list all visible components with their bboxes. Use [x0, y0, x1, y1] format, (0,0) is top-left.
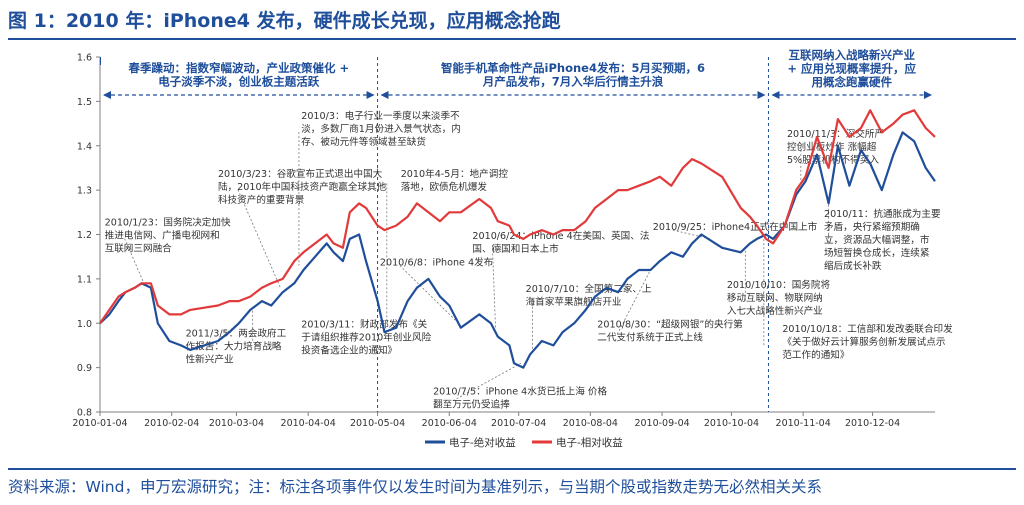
footer-rule — [8, 468, 1016, 470]
phase-label: 月产品发布，7月入华后行情主升浪 — [482, 75, 664, 89]
annotation-text: 2010/7/5：iPhone 4水货已抵上海 价格 — [433, 385, 607, 397]
annotation-text: 2010/10/10：国务院将 — [727, 279, 831, 291]
annotation-text: 2010/3：电子行业一季度以来淡季不 — [301, 110, 460, 122]
annotation-text: 2010/6/8：iPhone 4发布 — [380, 257, 494, 269]
annotation-text: 《关于做好云计算服务创新发展试点示 — [782, 336, 945, 348]
y-tick-label: 1.6 — [77, 53, 92, 64]
y-tick-label: 0.8 — [77, 408, 92, 419]
annotation-text: 2010年4-5月：地产调控 — [401, 168, 509, 180]
title-rule — [8, 38, 1016, 40]
phase-label: + 应用兑现概率提升，应 — [787, 62, 916, 76]
phase-layer: 春季躁动：指数窄幅波动，产业政策催化 +电子淡季不淡，创业板主题活跃 智能手机革命… — [100, 48, 932, 412]
x-tick-label: 2010-04-04 — [281, 418, 336, 429]
annotation-text: 移动互联网、物联网纳 — [727, 292, 823, 304]
annotation-text: 2010/9/25：iPhone4正式在中国上市 — [653, 221, 818, 233]
x-tick-label: 2010-10-04 — [704, 418, 759, 429]
annotation-text: 存、被动元件等领域甚至缺货 — [301, 136, 426, 148]
annotation-text: 陆，2010年中国科技资产跑赢全球其他 — [218, 181, 387, 193]
x-tick-label: 2010-05-04 — [350, 418, 405, 429]
annotation-text: 矛盾，央行紧缩预期确 — [824, 221, 920, 233]
annotation-leader — [616, 269, 651, 335]
x-tick-label: 2010-08-04 — [563, 418, 618, 429]
annotation-text: 翻至万元仍受追捧 — [433, 398, 510, 410]
chart: 0.8 0.9 1.0 1.1 1.2 1.3 1.4 1.5 1.6 2010-01-04 201… — [72, 48, 954, 449]
phase-label: 春季躁动：指数窄幅波动，产业政策催化 + — [128, 61, 349, 75]
annotation-leader — [452, 362, 522, 402]
phase-label: 用概念跑赢硬件 — [810, 75, 892, 89]
phase-label: 智能手机革命性产品iPhone4发布：5月买预期，6 — [441, 61, 705, 75]
series-line — [99, 109, 936, 324]
phase-label: 互联网纳入战略新兴产业 — [788, 48, 915, 62]
y-tick-label: 1.2 — [77, 230, 92, 241]
annotation-text: 2010/11：抗通胀成为主要 — [824, 208, 941, 220]
annotation-text: 于请组织推荐2010年创业风险 — [301, 332, 431, 344]
annotation-text: 2010/1/23：国务院决定加快 — [105, 217, 231, 229]
annotation-text: 2010/6/24：iPhone 4在美国、英国、法 — [472, 230, 649, 242]
annotation-text: 场短暂换仓成长，连续紧 — [824, 247, 930, 259]
legend-label: 电子-相对收益 — [556, 436, 623, 449]
annotation-text: 投资备选企业的通知》 — [301, 345, 397, 357]
chart-axes: 0.8 0.9 1.0 1.1 1.2 1.3 1.4 1.5 1.6 2010-01-04 201… — [72, 53, 935, 429]
annotation-text: 二代支付系统于正式上线 — [597, 332, 703, 344]
annotation-text: 海首家苹果旗舰店开业 — [526, 296, 622, 308]
source-note: 资料来源：Wind，申万宏源研究；注：标注各项事件仅以发生时间为基准列示，与当期… — [8, 478, 822, 496]
x-tick-label: 2010-03-04 — [209, 418, 264, 429]
annotation-text: 落地，欧债危机爆发 — [401, 181, 488, 193]
annotation-text: 2010/10/18：工信部和发改委联合印发 — [782, 323, 953, 335]
figure-title: 图 1：2010 年：iPhone4 发布，硬件成长兑现，应用概念抢跑 — [8, 10, 561, 32]
y-tick-label: 1.1 — [77, 274, 92, 285]
annotation-text: 2010/3/11：财政部发布《关 — [301, 319, 427, 331]
annotation-text: 科技资产的重要背景 — [218, 194, 305, 206]
annotation-leader — [491, 245, 496, 328]
y-tick-label: 1.5 — [77, 97, 92, 108]
y-tick-label: 1.3 — [77, 186, 92, 197]
x-tick-label: 2010-06-04 — [422, 418, 477, 429]
annotation-text: 立，资源品大幅调整，市 — [824, 234, 930, 246]
annotation-text: 2010/3/23：谷歌宣布正式退出中国大 — [218, 168, 383, 180]
x-tick-label: 2010-01-04 — [72, 418, 127, 429]
annotation-leader — [237, 189, 281, 288]
annotation-text: 范工作的通知》 — [782, 349, 849, 361]
x-tick-label: 2010-02-04 — [144, 418, 199, 429]
annotation-leader — [124, 238, 145, 284]
y-tick-label: 1.4 — [77, 141, 92, 152]
y-tick-label: 1.0 — [77, 319, 92, 330]
x-tick-label: 2010-12-04 — [845, 418, 900, 429]
legend-label: 电子-绝对收益 — [449, 436, 516, 449]
annotation-text: 互联网三网融合 — [105, 243, 173, 255]
y-tick-label: 0.9 — [77, 363, 92, 374]
x-tick-label: 2010-09-04 — [634, 418, 689, 429]
annotation-text: 推进电信网、广播电视网和 — [105, 230, 220, 242]
annotation-text: 2010/8/30：“超级网银”的央行第 — [597, 319, 743, 331]
annotation-leader — [399, 265, 459, 324]
legend: 电子-绝对收益 电子-相对收益 — [425, 436, 623, 449]
phase-label: 电子淡季不淡，创业板主题活跃 — [158, 75, 319, 89]
x-tick-label: 2010-11-04 — [776, 418, 831, 429]
annotation-text: 国、德国和日本上市 — [472, 243, 559, 255]
annotation-text: 2011/3/5：两会政府工 — [186, 328, 287, 340]
annotation-text: 淡，多数厂商1月份进入景气状态，内 — [301, 123, 461, 135]
series-layer — [99, 109, 936, 369]
x-tick-label: 2010-07-04 — [491, 418, 546, 429]
annotation-text: 入七大战略性新兴产业 — [727, 305, 823, 317]
annotation-text: 性新兴产业 — [186, 354, 234, 366]
annotation-text: 2010/7/10：全国第二家、上 — [526, 283, 652, 295]
annotation-text: 缩后成长补跌 — [824, 260, 882, 272]
